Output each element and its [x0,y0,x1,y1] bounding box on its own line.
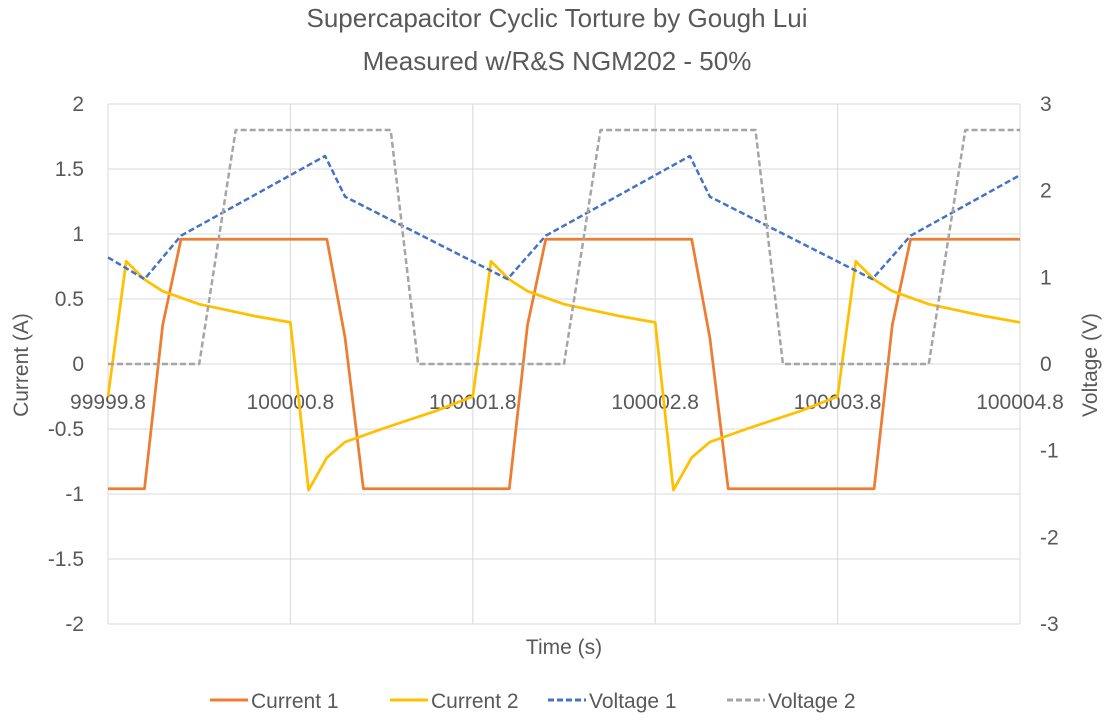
legend-label-current-1: Current 1 [251,690,339,713]
x-tick-label: 99999.8 [70,391,146,414]
series-line-voltage-2 [108,128,1020,366]
y2-tick-label: 0 [1040,353,1052,376]
legend-label-voltage-1: Voltage 1 [589,690,677,713]
y-tick-label: 1 [72,223,84,246]
legend-label-voltage-2: Voltage 2 [768,690,856,713]
y2-tick-label: -3 [1040,613,1059,636]
x-axis-title: Time (s) [526,636,602,659]
y-tick-label: -1.5 [48,548,84,571]
x-tick-label: 100002.8 [611,391,699,414]
y2-axis-title: Voltage (V) [1079,313,1102,417]
series-lines [106,128,1021,492]
y-tick-label: -2 [65,613,84,636]
y-tick-label: 2 [72,93,84,116]
chart-title: Supercapacitor Cyclic Torture by Gough L… [307,3,808,33]
y2-tick-label: -2 [1040,526,1059,549]
x-tick-label: 100004.8 [976,391,1064,414]
chart-subtitle: Measured w/R&S NGM202 - 50% [363,46,752,76]
y-tick-label: 0 [72,353,84,376]
series-line-voltage-1 [107,154,1021,281]
y-tick-label: 0.5 [55,288,84,311]
series-line-current-2 [106,259,1021,492]
y2-tick-label: 1 [1040,266,1052,289]
x-tick-label: 100001.8 [429,391,517,414]
y-tick-label: 1.5 [55,158,84,181]
y2-tick-label: 2 [1040,180,1052,203]
legend-label-current-2: Current 2 [431,690,519,713]
y-tick-label: -1 [65,483,84,506]
x-tick-label: 100000.8 [247,391,335,414]
y-axis-title: Current (A) [10,313,33,417]
y2-tick-label: -1 [1040,440,1059,463]
legend: Current 1 Current 2 Voltage 1 Voltage 2 [210,690,856,713]
series-line-current-1 [108,237,1020,491]
x-tick-label: 100003.8 [794,391,882,414]
y-tick-label: -0.5 [48,418,84,441]
axis-tick-labels: 2 1.5 1 0.5 0 -0.5 -1 -1.5 -2 3 2 1 0 -1 -2 -3 99999.8 10… [48,93,1064,636]
y2-tick-label: 3 [1040,93,1052,116]
